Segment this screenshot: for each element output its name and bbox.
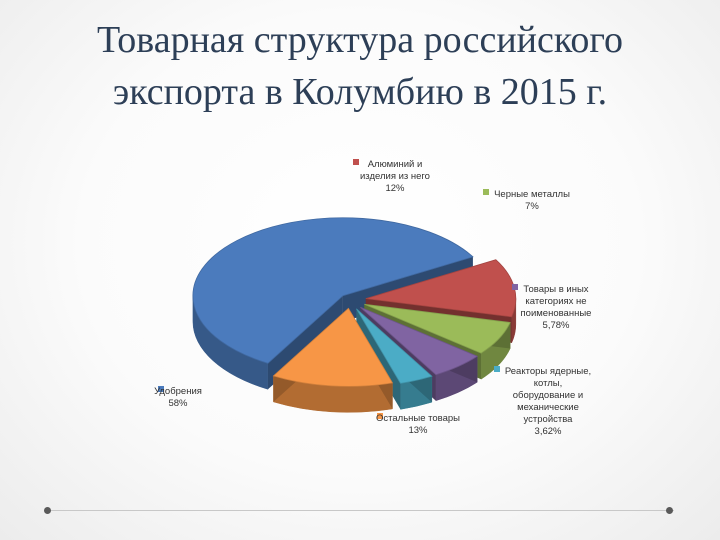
slice-value-3: 7%: [525, 201, 539, 212]
slice-label-text-1: Удобрения: [154, 386, 202, 397]
pie-slice-4: [360, 306, 479, 376]
legend-marker-5: [494, 366, 500, 372]
slice-value-2: 12%: [385, 183, 405, 194]
legend-marker-4: [512, 284, 518, 290]
slice-label-text-5: устройства: [524, 414, 574, 425]
slice-label-text-5: оборудование и: [513, 390, 583, 401]
slice-value-6: 13%: [408, 425, 428, 436]
slice-value-1: 58%: [168, 398, 188, 409]
legend-marker-3: [483, 189, 489, 195]
slice-label-text-5: котлы,: [534, 378, 563, 389]
slice-label-text-2: Алюминий и: [368, 159, 423, 170]
title-line-2: экспорта в Колумбию в 2015 г.: [112, 71, 608, 113]
footer-dot-left: [44, 507, 51, 514]
slide-title: Товарная структура российского экспорта …: [0, 14, 720, 118]
slice-label-text-4: поименованные: [521, 308, 592, 319]
slice-label-text-2: изделия из него: [360, 171, 430, 182]
footer-dot-right: [666, 507, 673, 514]
slice-label-text-3: Черные металлы: [494, 189, 570, 200]
legend-marker-6: [377, 413, 383, 419]
slice-label-text-5: Реакторы ядерные,: [505, 366, 591, 377]
pie-slice-3: [364, 303, 511, 354]
footer-divider: [44, 510, 674, 511]
pie-slice-5: [356, 308, 433, 384]
slice-value-5: 3,62%: [535, 426, 562, 437]
title-line-1: Товарная структура российского: [96, 19, 624, 61]
pie-slice-1: [192, 217, 474, 364]
pie-slice-6: [272, 307, 394, 387]
legend-marker-2: [353, 159, 359, 165]
slice-label-text-4: Товары в иных: [523, 284, 588, 295]
slice-label-text-4: категориях не: [525, 296, 586, 307]
slice-label-5: Реакторы ядерные,котлы,оборудование имех…: [494, 366, 591, 437]
slice-label-text-5: механические: [517, 402, 579, 413]
legend-marker-1: [158, 386, 164, 392]
slice-value-4: 5,78%: [543, 320, 570, 331]
slice-label-text-6: Остальные товары: [376, 413, 460, 424]
